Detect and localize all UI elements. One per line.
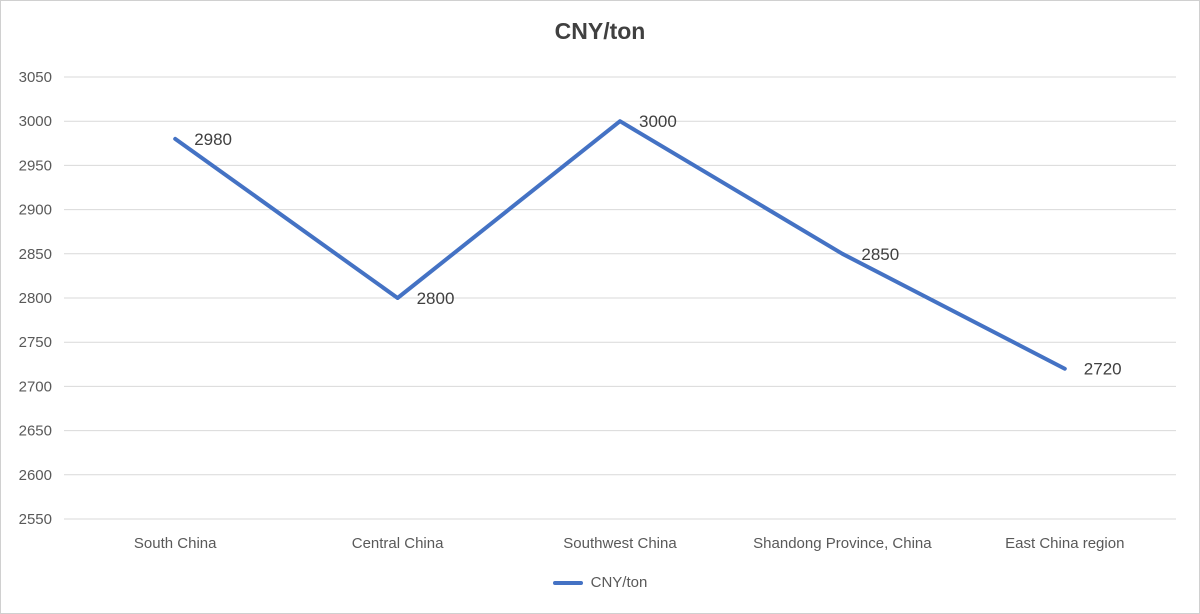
y-tick-label: 2700 <box>19 378 52 395</box>
legend[interactable]: CNY/ton <box>0 574 1200 591</box>
data-label: 2980 <box>194 130 232 149</box>
legend-label: CNY/ton <box>590 574 648 591</box>
x-tick-label: Central China <box>352 535 444 552</box>
y-tick-label: 2550 <box>19 511 52 528</box>
data-label: 3000 <box>639 112 677 131</box>
data-label: 2720 <box>1084 360 1122 379</box>
y-tick-label: 2800 <box>19 290 52 307</box>
x-tick-label: East China region <box>1005 535 1124 552</box>
y-tick-label: 3050 <box>19 69 52 86</box>
y-tick-label: 2750 <box>19 334 52 351</box>
y-tick-label: 2850 <box>19 246 52 263</box>
x-tick-label: Shandong Province, China <box>753 535 932 552</box>
y-tick-label: 2950 <box>19 157 52 174</box>
x-tick-label: Southwest China <box>563 535 677 552</box>
legend-line-icon <box>552 580 583 585</box>
y-axis-labels: 3050 3000 2950 2900 2850 2800 2750 2700 2650 2600… <box>19 69 52 528</box>
data-label: 2800 <box>417 289 455 308</box>
data-labels: 2980 2800 3000 2850 2720 <box>194 112 1121 379</box>
series-line[interactable] <box>173 119 1067 371</box>
y-tick-label: 2600 <box>19 467 52 484</box>
x-tick-label: South China <box>134 535 217 552</box>
data-label: 2850 <box>861 245 899 264</box>
y-tick-label: 2650 <box>19 423 52 440</box>
y-tick-label: 3000 <box>19 113 52 130</box>
gridlines <box>64 76 1176 520</box>
y-tick-label: 2900 <box>19 202 52 219</box>
x-axis-labels: South China Central China Southwest China S… <box>134 535 1125 552</box>
chart-title: CNY/ton <box>554 18 646 44</box>
